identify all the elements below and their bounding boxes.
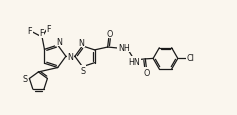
Text: N: N bbox=[67, 53, 73, 62]
Text: N: N bbox=[78, 38, 84, 47]
Text: O: O bbox=[144, 69, 150, 78]
Text: NH: NH bbox=[118, 43, 130, 52]
Text: O: O bbox=[106, 30, 113, 38]
Text: HN: HN bbox=[128, 58, 140, 66]
Text: F: F bbox=[46, 25, 51, 34]
Text: F: F bbox=[39, 29, 44, 38]
Text: S: S bbox=[23, 74, 28, 83]
Text: N: N bbox=[56, 37, 62, 46]
Text: Cl: Cl bbox=[187, 54, 194, 63]
Text: S: S bbox=[80, 66, 86, 75]
Text: F: F bbox=[27, 27, 32, 36]
